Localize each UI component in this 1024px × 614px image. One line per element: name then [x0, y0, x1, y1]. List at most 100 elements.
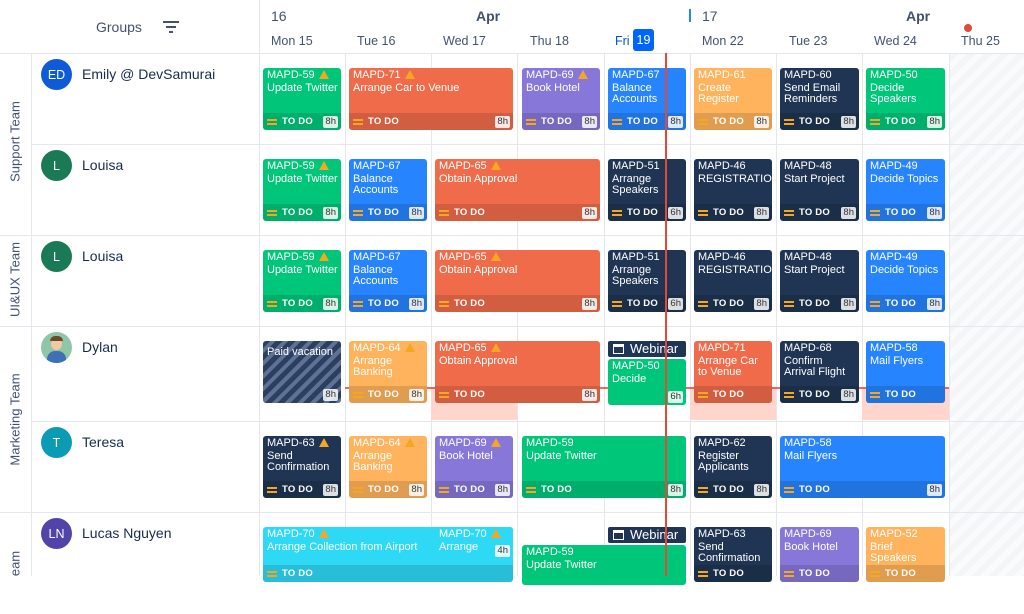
task-card[interactable]: MAPD-46 REGISTRATION TO DO 8h [694, 250, 772, 312]
user-name[interactable]: Louisa [82, 248, 124, 264]
task-card[interactable]: MAPD-71 Arrange Car to Venue TO DO 8h [349, 68, 513, 130]
user-name[interactable]: Louisa [82, 157, 124, 173]
priority-icon [698, 392, 708, 398]
task-card[interactable]: MAPD-63 Send Confirmation TO DO 8h [263, 436, 341, 498]
task-title: Balance Accounts [612, 82, 658, 105]
task-key: MAPD-61 [698, 69, 746, 81]
task-card[interactable]: MAPD-69 Book Hotel TO DO 8h [522, 68, 600, 130]
task-card[interactable]: MAPD-52 Brief Speakers TO DO [866, 527, 945, 582]
task-card[interactable]: MAPD-58 Mail Flyers TO DO [866, 341, 945, 403]
task-title: Mail Flyers [870, 355, 924, 367]
task-card[interactable]: MAPD-62 Register Applicants TO DO 8h [694, 436, 772, 498]
task-key: MAPD-58 [784, 437, 832, 449]
hours-badge: 8h [582, 389, 597, 401]
task-card[interactable]: MAPD-49 Decide Topics TO DO 8h [866, 159, 945, 221]
task-card[interactable]: MAPD-59 Update Twitter TO DO 8h [263, 68, 341, 130]
task-title: Update Twitter [526, 559, 597, 571]
task-card[interactable]: MAPD-51 Arrange Speakers TO DO 6h [608, 250, 686, 312]
status-label: TO DO [627, 298, 658, 309]
task-key: MAPD-51 [612, 251, 660, 263]
task-card[interactable]: MAPD-48 Start Project TO DO 8h [780, 159, 859, 221]
warning-icon [318, 529, 329, 538]
priority-icon [784, 301, 794, 307]
task-title: Arrange Collection from Airport [267, 541, 418, 553]
priority-icon [784, 487, 794, 493]
day-header-mon22: Mon 22 [702, 34, 744, 48]
task-card[interactable]: MAPD-64 Arrange Banking TO DO 8h [349, 436, 427, 498]
task-key: MAPD-48 [784, 251, 832, 263]
status-label: TO DO [282, 568, 313, 579]
task-key: MAPD-49 [870, 160, 918, 172]
task-card[interactable]: MAPD-65 Obtain Approval TO DO 8h [435, 250, 600, 312]
task-card[interactable]: MAPD-63 Send Confirmation TO DO [694, 527, 772, 582]
task-card[interactable]: MAPD-58 Mail Flyers TO DO 8h [780, 436, 945, 498]
task-card[interactable]: MAPD-69 Book Hotel TO DO [780, 527, 859, 582]
task-key: MAPD-46 [698, 160, 746, 172]
task-card[interactable]: MAPD-60 Send Email Reminders TO DO 8h [780, 68, 859, 130]
task-card[interactable]: MAPD-65 Obtain Approval TO DO 8h [435, 159, 600, 221]
task-key: MAPD-71 [353, 69, 415, 81]
task-key: MAPD-59 [267, 251, 329, 263]
task-card[interactable]: MAPD-65 Obtain Approval TO DO 8h [435, 341, 600, 403]
task-card[interactable]: Paid vacation 8h [263, 341, 341, 403]
filter-icon[interactable] [163, 21, 179, 35]
task-key: MAPD-49 [870, 251, 918, 263]
webinar-event[interactable]: Webinar [608, 341, 686, 357]
task-title: Book Hotel [784, 541, 838, 553]
user-name[interactable]: Teresa [82, 434, 125, 450]
task-card[interactable]: MAPD-59 Update Twitter TO DO 8h [263, 250, 341, 312]
status-label: TO DO [282, 298, 313, 309]
task-footer: TO DO [866, 295, 945, 312]
task-key: MAPD-70 [267, 528, 329, 540]
task-title: Send Email Reminders [784, 82, 841, 105]
hours-badge: 8h [927, 207, 942, 219]
task-footer: TO DO [263, 565, 513, 582]
task-card[interactable]: MAPD-67 Balance Accounts TO DO 8h [349, 159, 427, 221]
task-footer: TO DO [780, 113, 859, 130]
task-title: Obtain Approval [439, 264, 518, 276]
task-card[interactable]: MAPD-67 Balance Accounts TO DO 8h [349, 250, 427, 312]
task-card[interactable]: MAPD-68 Confirm Arrival Flight TO DO 8h [780, 341, 859, 403]
task-card[interactable]: MAPD-64 Arrange Banking TO DO 8h [349, 341, 427, 403]
user-name[interactable]: Dylan [82, 339, 118, 355]
group-label-marketing: Marketing Team [7, 373, 23, 466]
task-footer: TO DO [780, 481, 945, 498]
task-card[interactable]: MAPD-51 Arrange Speakers TO DO 6h [608, 159, 686, 221]
task-card[interactable]: MAPD-49 Decide Topics TO DO 8h [866, 250, 945, 312]
task-card[interactable]: MAPD-46 REGISTRATION TO DO 8h [694, 159, 772, 221]
user-name[interactable]: Emily @ DevSamurai [82, 66, 216, 82]
status-label: TO DO [799, 568, 830, 579]
status-label: TO DO [799, 484, 830, 495]
status-label: TO DO [368, 207, 399, 218]
task-card[interactable]: MAPD-70 Arrange 4h [435, 527, 513, 559]
task-key: MAPD-68 [784, 342, 832, 354]
task-footer: TO DO [866, 113, 945, 130]
priority-icon [870, 301, 880, 307]
hours-badge: 8h [927, 484, 942, 496]
task-card[interactable]: MAPD-50 Decide 6h [608, 359, 686, 405]
group-col-divider [31, 53, 32, 576]
task-key: MAPD-46 [698, 251, 746, 263]
task-key: MAPD-51 [612, 160, 660, 172]
task-card[interactable]: MAPD-50 Decide Speakers TO DO 8h [866, 68, 945, 130]
priority-icon [612, 301, 622, 307]
task-card[interactable]: MAPD-48 Start Project TO DO 8h [780, 250, 859, 312]
week-number-17: 17 [702, 8, 718, 24]
task-card[interactable]: MAPD-69 Book Hotel TO DO 8h [435, 436, 513, 498]
webinar-event[interactable]: Webinar [608, 527, 686, 543]
task-card[interactable]: MAPD-61 Create Register TO DO 8h [694, 68, 772, 130]
user-name[interactable]: Lucas Nguyen [82, 525, 172, 541]
task-card[interactable]: MAPD-71 Arrange Car to Venue TO DO [694, 341, 772, 403]
status-label: TO DO [713, 389, 744, 400]
hours-badge: 8h [582, 298, 597, 310]
task-card[interactable]: MAPD-59 Update Twitter TO DO 8h [263, 159, 341, 221]
priority-icon [870, 210, 880, 216]
status-label: TO DO [368, 484, 399, 495]
task-title: Send Confirmation [267, 450, 330, 473]
month-label-1: Apr [476, 8, 501, 24]
task-card[interactable]: MAPD-59 Update Twitter TO DO 8h [522, 436, 686, 498]
status-label: TO DO [799, 207, 830, 218]
task-card[interactable]: MAPD-67 Balance Accounts TO DO 8h [608, 68, 686, 130]
task-title: Confirm Arrival Flight [784, 355, 846, 378]
task-card[interactable]: MAPD-59 Update Twitter [522, 545, 686, 585]
